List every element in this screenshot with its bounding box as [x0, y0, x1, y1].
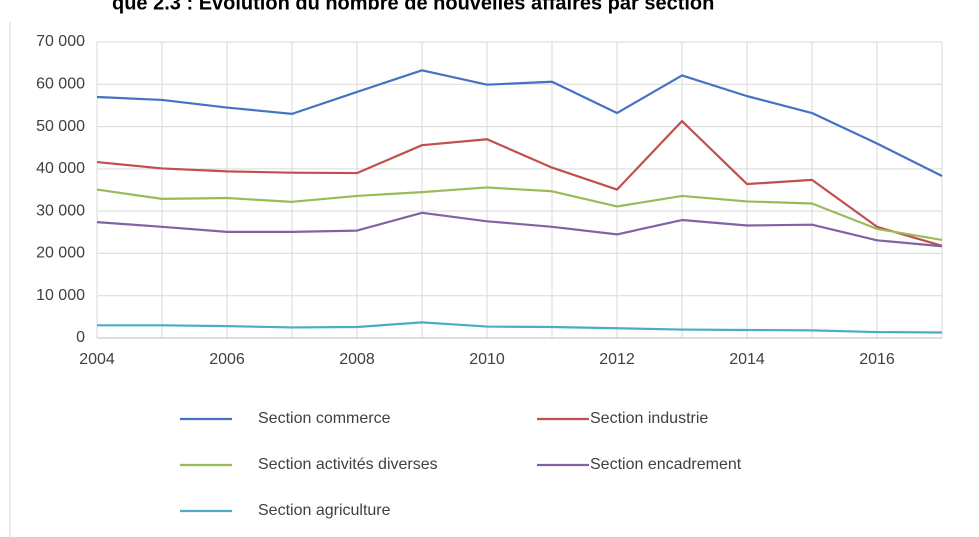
x-tick-label: 2004: [79, 351, 115, 368]
x-tick-label: 2016: [859, 351, 895, 368]
y-tick-label: 70 000: [36, 33, 85, 50]
y-tick-label: 50 000: [36, 118, 85, 135]
series-line: [96, 186, 943, 241]
series-line: [97, 321, 943, 334]
y-tick-label: 10 000: [36, 287, 85, 304]
x-tick-label: 2008: [339, 351, 375, 368]
series-line: [96, 119, 943, 247]
x-tick-label: 2006: [209, 351, 245, 368]
legend-label: Section industrie: [590, 410, 708, 427]
legend-label: Section encadrement: [590, 456, 742, 473]
legend-label: Section commerce: [258, 410, 391, 427]
x-tick-label: 2014: [729, 351, 765, 368]
y-tick-label: 60 000: [36, 76, 85, 93]
y-tick-label: 0: [76, 329, 85, 346]
chart-title: que 2.3 : Évolution du nombre de nouvell…: [112, 0, 714, 14]
legend-label: Section activités diverses: [258, 456, 438, 473]
y-tick-label: 20 000: [36, 245, 85, 262]
x-tick-label: 2012: [599, 351, 635, 368]
y-tick-label: 40 000: [36, 160, 85, 177]
y-tick-label: 30 000: [36, 202, 85, 219]
series-line: [96, 69, 943, 178]
legend-label: Section agriculture: [258, 502, 391, 519]
x-tick-label: 2010: [469, 351, 505, 368]
series-line: [96, 211, 943, 248]
